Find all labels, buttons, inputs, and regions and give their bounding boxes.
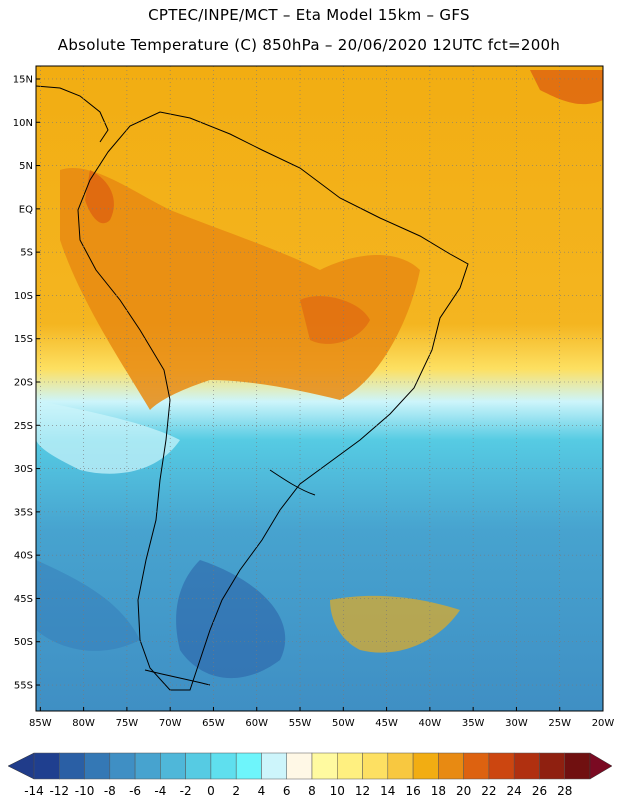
- cold-region-southeast-pacific: [36, 560, 140, 651]
- rio-de-la-plata-outline: [269, 469, 316, 496]
- colorbar-swatch: [463, 752, 490, 780]
- longitude-label: 45W: [375, 718, 398, 729]
- colorbar-label: -2: [180, 784, 192, 798]
- longitude-label: 60W: [245, 718, 268, 729]
- colorbar-label: 24: [507, 784, 522, 798]
- longitude-label: 20W: [592, 718, 615, 729]
- cool-region-pacific: [36, 400, 180, 474]
- colorbar-label: 26: [532, 784, 547, 798]
- colorbar-swatch: [337, 752, 363, 780]
- hot-region-andes: [85, 170, 114, 224]
- colorbar-label: 18: [431, 784, 446, 798]
- colorbar-swatch: [311, 752, 338, 780]
- latitude-label: 20S: [14, 378, 33, 389]
- longitude-labels: 85W 80W 75W 70W 65W 60W 55W 50W 45W 40W 35W 30W 25W 2…: [29, 707, 614, 729]
- colorbar-label: 10: [330, 784, 345, 798]
- colorbar-label: 4: [258, 784, 266, 798]
- colorbar-label: -10: [75, 784, 95, 798]
- colorbar-label: 8: [308, 784, 316, 798]
- longitude-label: 35W: [462, 718, 485, 729]
- longitude-label: 75W: [116, 718, 139, 729]
- colorbar-swatch: [387, 752, 414, 780]
- longitude-label: 80W: [72, 718, 95, 729]
- tierra-del-fuego-outline: [144, 669, 211, 686]
- colorbar-swatch: [438, 752, 464, 780]
- central-america-outline: [36, 85, 109, 143]
- colorbar-swatch: [235, 752, 262, 780]
- hot-region-atlantic: [530, 70, 603, 105]
- warm-region: [60, 168, 420, 410]
- colorbar-label: 0: [207, 784, 215, 798]
- longitude-label: 25W: [548, 718, 571, 729]
- chart-subtitle: Absolute Temperature (C) 850hPa – 20/06/…: [57, 36, 561, 54]
- colorbar-swatch: [134, 752, 161, 780]
- colorbar-label: 22: [481, 784, 496, 798]
- colorbar-label: -14: [24, 784, 44, 798]
- colorbar-swatch: [261, 752, 287, 780]
- colorbar-swatch: [84, 752, 111, 780]
- colorbar-swatch: [109, 752, 136, 780]
- latitude-label: 5N: [19, 161, 33, 172]
- latitude-label: 40S: [14, 551, 33, 562]
- graticule: [36, 66, 603, 711]
- colorbar-swatch: [286, 752, 313, 780]
- longitude-label: 30W: [505, 718, 528, 729]
- colorbar: -14 -12 -10 -8 -6 -4 -2 0 2 4 6 8 10 12 14 16 18 20 22 24 26…: [7, 752, 613, 798]
- colorbar-label: 14: [380, 784, 395, 798]
- colorbar-swatch: [488, 752, 515, 780]
- colorbar-label: 12: [355, 784, 370, 798]
- latitude-label: 55S: [14, 681, 33, 692]
- colorbar-label: 28: [557, 784, 572, 798]
- colorbar-swatch: [412, 752, 439, 780]
- colorbar-min-arrow: [7, 752, 35, 780]
- colorbar-swatch: [210, 752, 237, 780]
- colorbar-swatch: [33, 752, 60, 780]
- latitude-label: 5S: [20, 248, 33, 259]
- latitude-label: EQ: [19, 204, 33, 215]
- colorbar-swatch: [564, 752, 591, 780]
- latitude-labels: 15N 10N 5N EQ 5S 10S 15S 20S 25S 30S 35S 40S 45S 50S 5…: [13, 74, 40, 692]
- colorbar-swatch: [539, 752, 565, 780]
- longitude-label: 55W: [289, 718, 312, 729]
- colorbar-label: 16: [405, 784, 420, 798]
- warm-anomaly-south-atlantic: [330, 595, 460, 653]
- longitude-label: 70W: [159, 718, 182, 729]
- latitude-label: 30S: [14, 464, 33, 475]
- colorbar-label: -12: [49, 784, 69, 798]
- colorbar-max-arrow: [589, 752, 613, 780]
- colorbar-label: -4: [154, 784, 166, 798]
- latitude-label: 25S: [14, 421, 33, 432]
- colorbar-label: 6: [283, 784, 291, 798]
- continent-outline: [77, 111, 469, 691]
- longitude-label: 40W: [419, 718, 442, 729]
- colorbar-label: -6: [129, 784, 141, 798]
- longitude-label: 50W: [332, 718, 355, 729]
- latitude-label: 15N: [13, 74, 33, 85]
- colorbar-swatch: [59, 752, 85, 780]
- colorbar-label: 20: [456, 784, 471, 798]
- colorbar-label: 2: [232, 784, 240, 798]
- latitude-label: 45S: [14, 594, 33, 605]
- colorbar-swatch: [513, 752, 540, 780]
- longitude-label: 65W: [202, 718, 225, 729]
- latitude-label: 50S: [14, 637, 33, 648]
- longitude-label: 85W: [29, 718, 52, 729]
- latitude-label: 35S: [14, 507, 33, 518]
- map-frame: [35, 65, 604, 712]
- colorbar-swatch: [362, 752, 389, 780]
- colorbar-swatch: [160, 752, 186, 780]
- chart-title: CPTEC/INPE/MCT – Eta Model 15km – GFS: [148, 6, 470, 24]
- latitude-label: 15S: [14, 334, 33, 345]
- colorbar-label: -8: [104, 784, 116, 798]
- colorbar-swatch: [185, 752, 212, 780]
- latitude-label: 10S: [14, 291, 33, 302]
- latitude-label: 10N: [13, 118, 33, 129]
- temperature-field: [36, 66, 603, 711]
- hot-region-brazil: [300, 296, 370, 344]
